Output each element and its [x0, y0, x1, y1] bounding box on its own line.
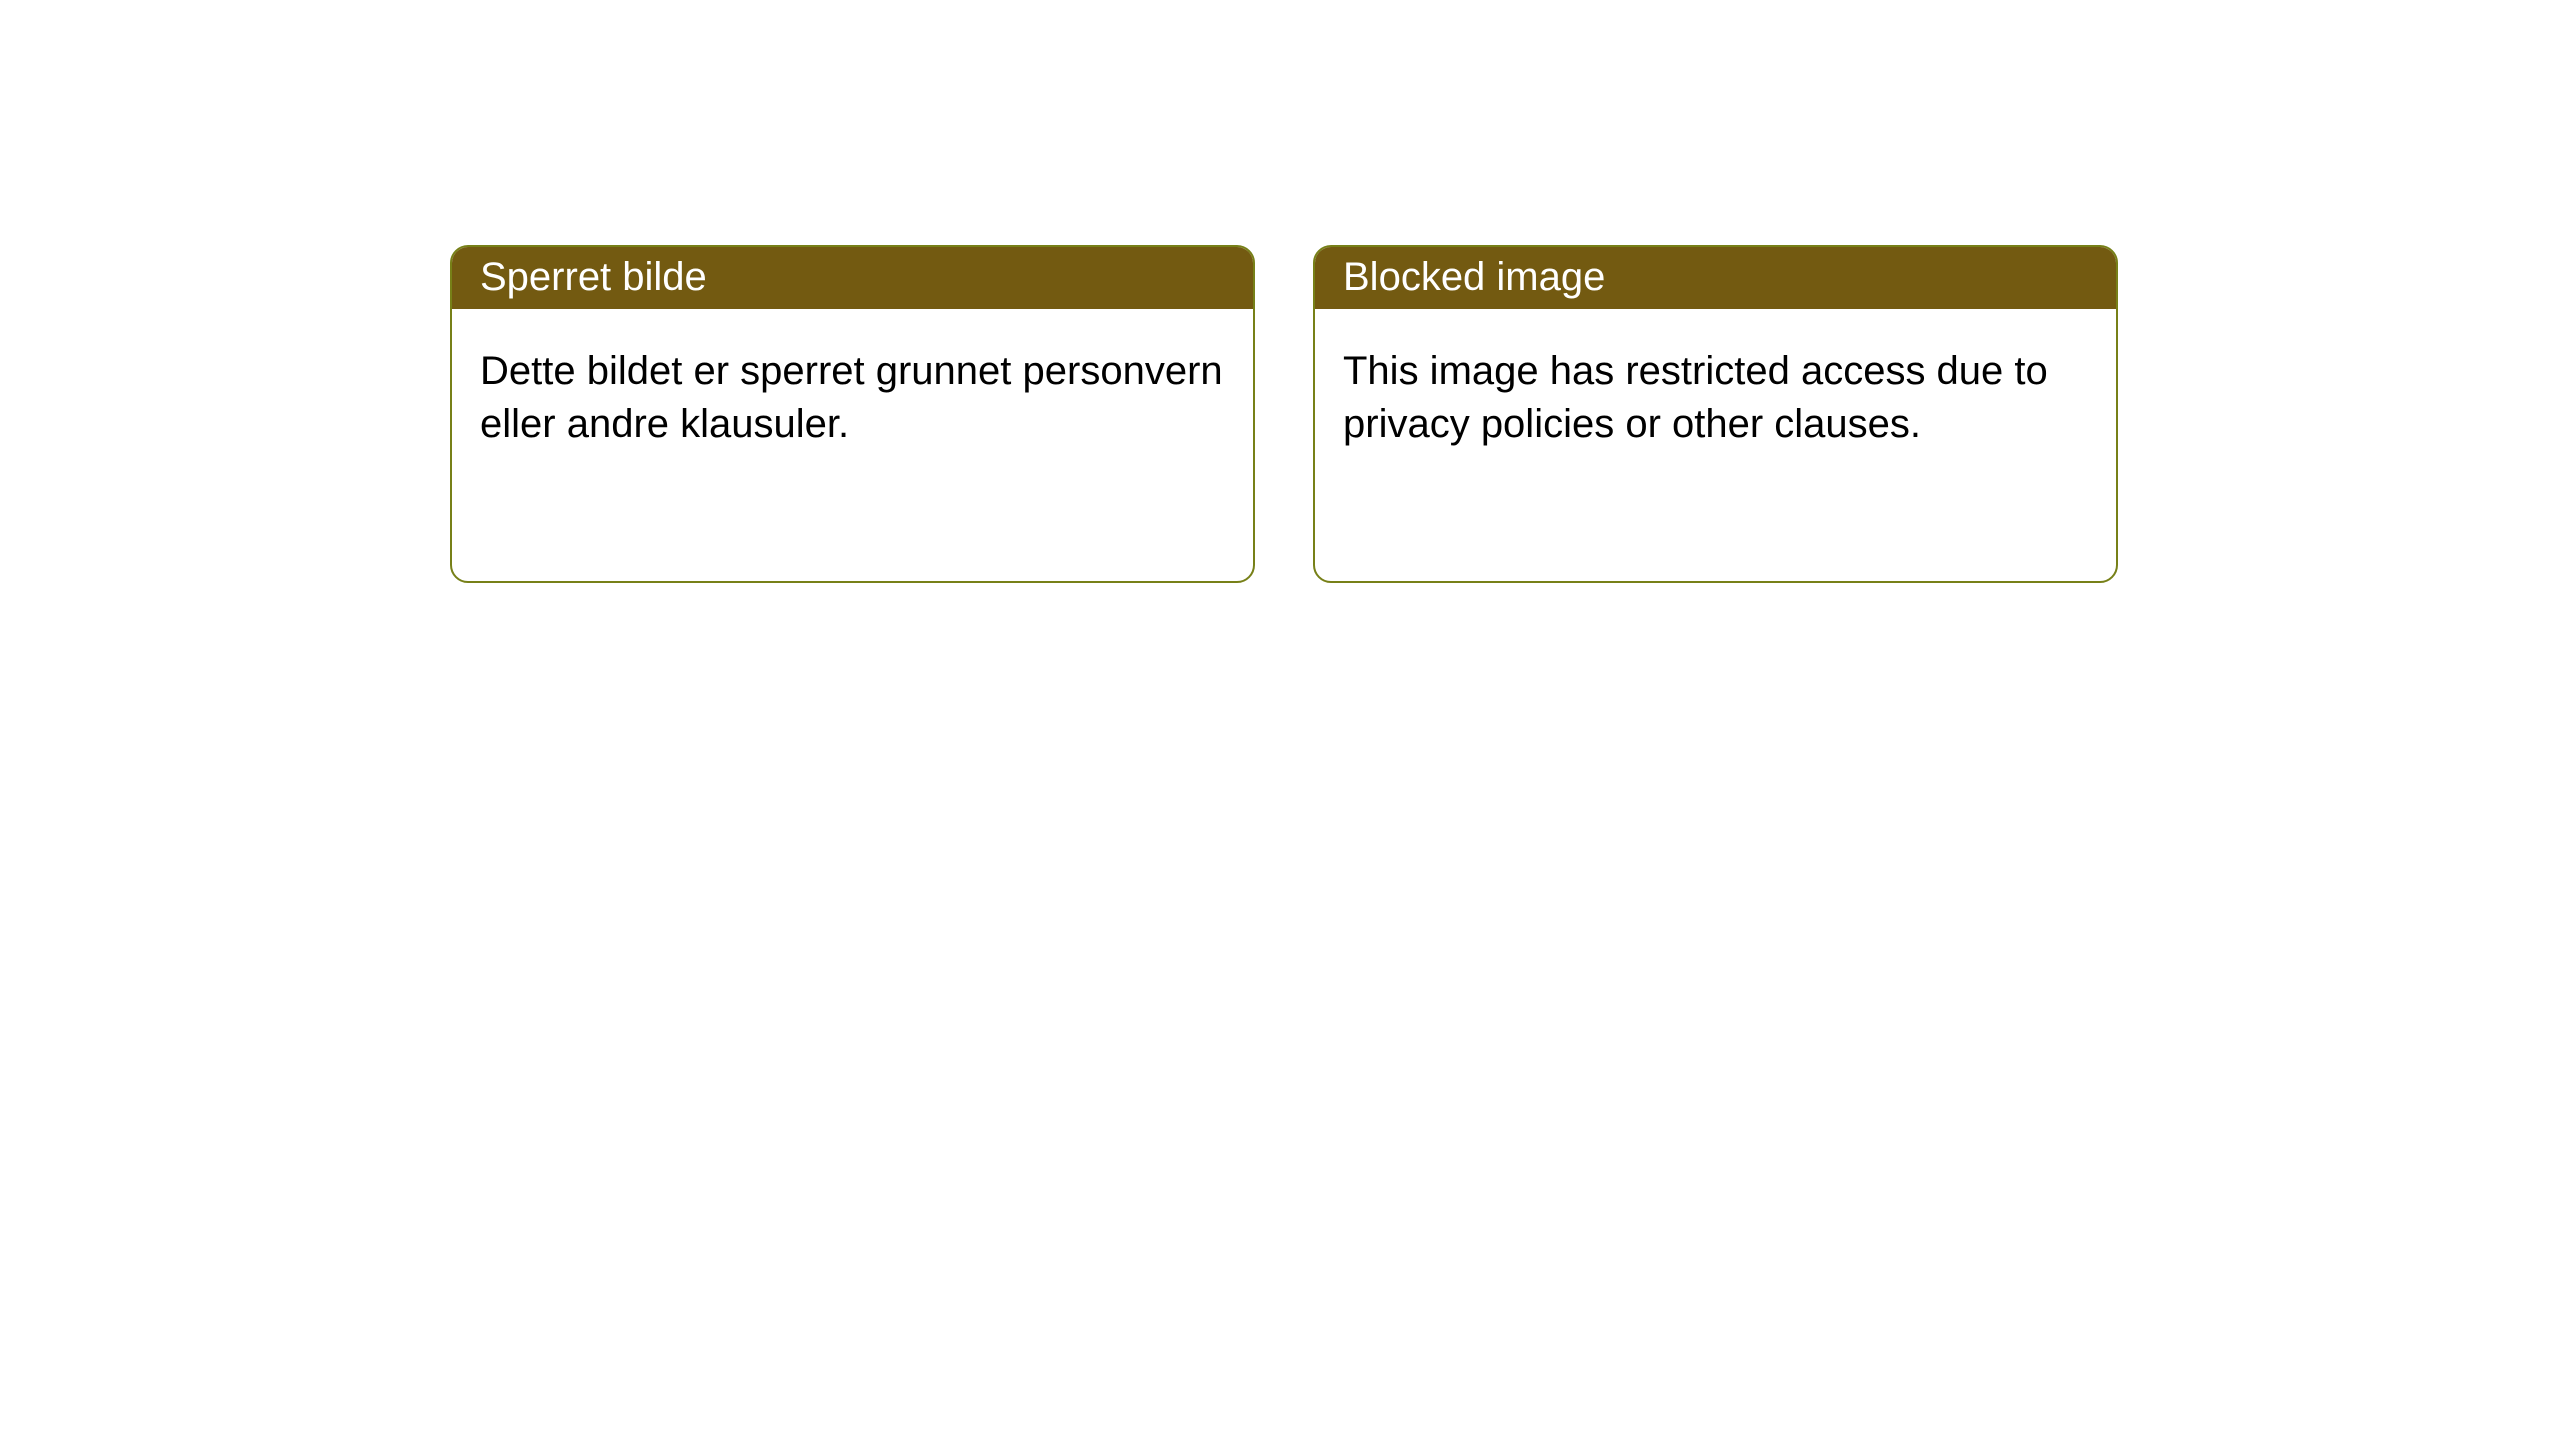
notice-title: Blocked image — [1343, 255, 1605, 300]
notice-card-body: This image has restricted access due to … — [1315, 309, 2116, 479]
notice-message: Dette bildet er sperret grunnet personve… — [480, 349, 1223, 446]
notice-card-norwegian: Sperret bilde Dette bildet er sperret gr… — [450, 245, 1255, 583]
notice-container: Sperret bilde Dette bildet er sperret gr… — [450, 245, 2118, 583]
notice-card-header: Blocked image — [1315, 247, 2116, 309]
notice-card-body: Dette bildet er sperret grunnet personve… — [452, 309, 1253, 479]
notice-message: This image has restricted access due to … — [1343, 349, 2048, 446]
notice-card-english: Blocked image This image has restricted … — [1313, 245, 2118, 583]
notice-title: Sperret bilde — [480, 255, 707, 300]
notice-card-header: Sperret bilde — [452, 247, 1253, 309]
